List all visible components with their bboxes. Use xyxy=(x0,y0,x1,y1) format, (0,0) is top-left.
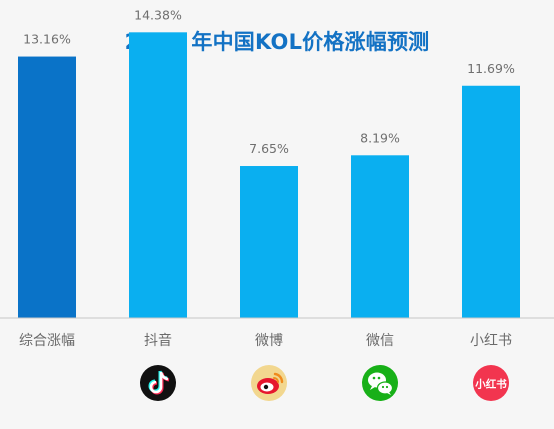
value-label-1: 14.38% xyxy=(134,7,182,22)
value-label-2: 7.65% xyxy=(249,141,289,156)
bar-3 xyxy=(351,155,409,318)
xiaohongshu-icon: 小红书 xyxy=(473,365,509,401)
platform-icons: 小红书 xyxy=(140,365,509,401)
value-label-3: 8.19% xyxy=(360,130,400,145)
wechat-icon xyxy=(362,365,398,401)
category-label-0: 综合涨幅 xyxy=(19,333,75,349)
bars-layer xyxy=(18,32,520,319)
value-label-4: 11.69% xyxy=(467,61,515,76)
category-label-2: 微博 xyxy=(255,332,283,349)
value-label-0: 13.16% xyxy=(23,32,71,47)
bar-1 xyxy=(129,32,187,319)
svg-text:小红书: 小红书 xyxy=(474,378,507,391)
labels-layer: 13.16% 综合涨幅 14.38% 抖音 7.65% 微博 8.19% 微信 11.69% 小红… xyxy=(19,7,515,349)
category-label-4: 小红书 xyxy=(470,333,512,349)
category-label-1: 抖音 xyxy=(144,332,172,349)
bar-0 xyxy=(18,56,76,319)
bar-4 xyxy=(462,85,520,318)
weibo-icon xyxy=(251,365,287,401)
douyin-icon xyxy=(140,365,176,401)
category-label-3: 微信 xyxy=(366,333,394,349)
bar-2 xyxy=(240,166,298,318)
